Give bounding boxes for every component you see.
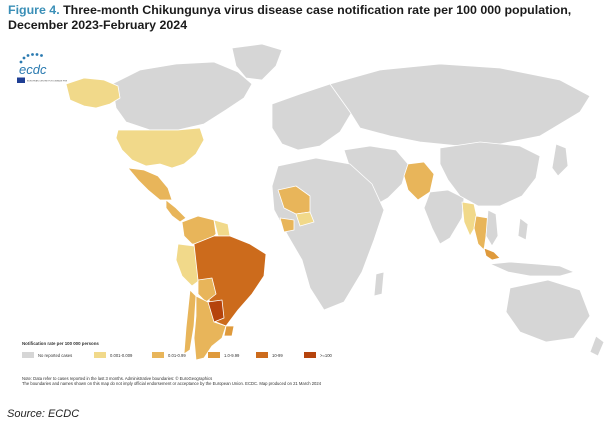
country-mexico <box>127 167 173 201</box>
country-bolivia <box>197 277 217 303</box>
legend-label: >=100 <box>320 352 332 358</box>
note-line-1: Note: Data refer to cases reported in th… <box>22 376 213 381</box>
country-guianas <box>213 219 231 237</box>
country-europe <box>271 83 353 151</box>
country-china <box>439 141 541 207</box>
legend-label: No reported cases <box>38 352 73 358</box>
country-usa <box>115 127 205 169</box>
country-india <box>423 189 465 245</box>
country-new-zealand <box>589 335 605 357</box>
legend-item: 1.0-9.99 <box>208 352 239 358</box>
source-text: Source: ECDC <box>7 408 80 420</box>
ecdc-logo-dots <box>19 53 43 64</box>
ecdc-logo-subtext: EUROPEAN CENTRE FOR DISEASE PREVENTION A… <box>27 80 67 83</box>
country-canada <box>111 61 253 131</box>
legend-swatch <box>256 352 268 358</box>
figure-title: Figure 4. Three-month Chikungunya virus … <box>8 3 604 33</box>
country-africa <box>271 157 385 311</box>
figure-label: Figure 4. <box>8 3 60 17</box>
map-legend: No reported cases 0.001-0.009 0.01-0.99 1.0… <box>22 352 352 362</box>
legend-label: 1.0-9.99 <box>224 352 240 358</box>
country-philippines <box>517 217 529 241</box>
country-greenland <box>231 43 283 81</box>
country-uruguay <box>223 325 235 337</box>
country-russia-asia <box>329 63 591 147</box>
legend-item: No reported cases <box>22 352 72 358</box>
world-map <box>65 43 605 361</box>
figure-title-text: Three-month Chikungunya virus disease ca… <box>8 3 572 32</box>
country-central-america <box>165 199 187 223</box>
country-indonesia <box>489 261 575 277</box>
note-line-2: The boundaries and names shown on this m… <box>22 381 322 386</box>
legend-item: 0.01-0.99 <box>152 352 186 358</box>
legend-item: >=100 <box>304 352 332 358</box>
legend-item: 10-99 <box>256 352 283 358</box>
legend-item: 0.001-0.009 <box>94 352 132 358</box>
ecdc-logo: ecdc EUROPEAN CENTRE FOR DISEASE PREVENT… <box>17 53 67 83</box>
legend-swatch <box>152 352 164 358</box>
country-malaysia <box>483 247 501 261</box>
legend-swatch <box>94 352 106 358</box>
country-japan <box>551 143 569 177</box>
legend-swatch <box>22 352 34 358</box>
country-australia <box>505 279 591 343</box>
ecdc-logo-text: ecdc <box>19 62 47 77</box>
legend-swatch <box>304 352 316 358</box>
legend-title: Notification rate per 100 000 persons <box>22 341 99 346</box>
eu-flag-icon <box>17 77 25 83</box>
country-madagascar <box>373 271 385 297</box>
map-land <box>65 43 605 361</box>
country-argentina <box>193 295 227 361</box>
country-alaska <box>65 77 121 109</box>
legend-label: 0.001-0.009 <box>110 352 133 358</box>
map-note: Note: Data refer to cases reported in th… <box>22 376 582 386</box>
country-pakistan <box>403 161 435 201</box>
legend-swatch <box>208 352 220 358</box>
legend-label: 0.01-0.99 <box>168 352 186 358</box>
country-vietnam <box>485 209 499 247</box>
country-west-coast <box>279 217 295 233</box>
legend-label: 10-99 <box>272 352 283 358</box>
country-burkina-faso <box>295 211 315 227</box>
